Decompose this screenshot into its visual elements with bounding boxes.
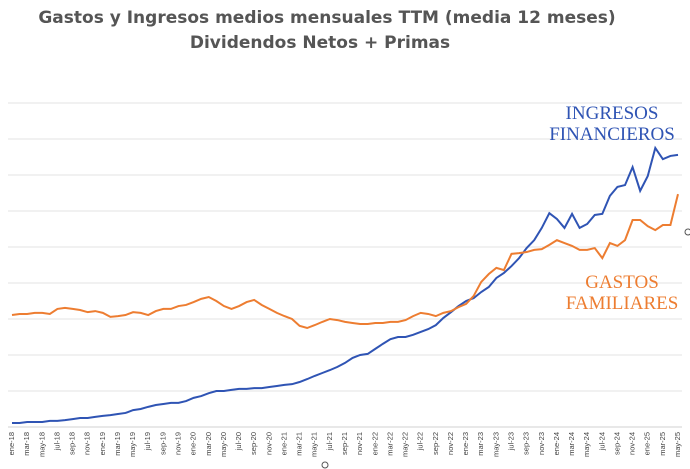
x-tick-label: jul-21 xyxy=(325,432,334,451)
x-tick-label: ene-19 xyxy=(98,432,107,455)
x-tick-label: mar-21 xyxy=(295,432,304,456)
x-tick-label: may-25 xyxy=(673,432,682,457)
x-tick-label: nov-19 xyxy=(173,432,182,455)
x-tick-label: may-21 xyxy=(310,432,319,457)
x-tick-label: mar-23 xyxy=(476,432,485,456)
x-tick-label: nov-21 xyxy=(355,432,364,455)
x-tick-label: mar-25 xyxy=(658,432,667,456)
x-tick-label: mar-20 xyxy=(204,432,213,456)
handle xyxy=(684,228,690,236)
series-line xyxy=(12,145,679,425)
x-tick-label: may-18 xyxy=(37,432,46,457)
series-label: INGRESOS FINANCIEROS xyxy=(549,103,675,145)
x-tick-label: ene-25 xyxy=(643,432,652,455)
x-tick-label: nov-20 xyxy=(264,432,273,455)
handle xyxy=(321,461,329,469)
x-tick-label: ene-20 xyxy=(189,432,198,455)
x-tick-label: mar-19 xyxy=(113,432,122,456)
chart-subtitle: Dividendos Netos + Primas xyxy=(190,33,450,53)
x-tick-label: jul-23 xyxy=(506,432,515,451)
x-tick-label: ene-21 xyxy=(279,432,288,455)
x-tick-label: ene-24 xyxy=(552,432,561,455)
x-tick-label: ene-23 xyxy=(461,432,470,455)
x-tick-label: sep-21 xyxy=(340,432,349,455)
x-tick-label: jul-22 xyxy=(416,432,425,451)
series-line xyxy=(11,193,679,330)
x-tick-label: mar-24 xyxy=(567,432,576,456)
x-tick-label: jul-20 xyxy=(234,432,243,451)
x-tick-label: may-23 xyxy=(491,432,500,457)
x-tick-label: nov-18 xyxy=(83,432,92,455)
x-tick-label: jul-19 xyxy=(143,432,152,451)
x-tick-label: sep-23 xyxy=(522,432,531,455)
x-tick-label: nov-22 xyxy=(446,432,455,455)
x-tick-label: sep-24 xyxy=(612,432,621,455)
x-tick-label: jul-18 xyxy=(52,432,61,451)
x-tick-label: jul-24 xyxy=(597,432,606,451)
x-tick-label: nov-24 xyxy=(628,432,637,455)
x-tick-label: sep-19 xyxy=(158,432,167,455)
x-tick-label: may-19 xyxy=(128,432,137,457)
x-tick-label: ene-18 xyxy=(7,432,16,455)
x-tick-label: may-20 xyxy=(219,432,228,457)
x-tick-label: mar-22 xyxy=(385,432,394,456)
x-tick-label: sep-22 xyxy=(431,432,440,455)
x-tick-label: mar-18 xyxy=(22,432,31,456)
x-tick-label: may-22 xyxy=(401,432,410,457)
x-tick-label: ene-22 xyxy=(370,432,379,455)
x-tick-label: may-24 xyxy=(582,432,591,457)
x-tick-label: nov-23 xyxy=(537,432,546,455)
chart-title: Gastos y Ingresos medios mensuales TTM (… xyxy=(38,8,615,28)
x-tick-label: sep-18 xyxy=(68,432,77,455)
series-label: GASTOS FAMILIARES xyxy=(566,272,679,314)
x-tick-label: sep-20 xyxy=(249,432,258,455)
